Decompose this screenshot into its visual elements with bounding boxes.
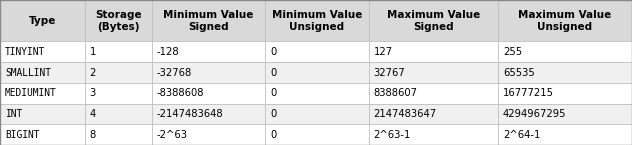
Text: INT: INT [5,109,22,119]
Text: Storage
(Bytes): Storage (Bytes) [95,10,142,31]
Text: 8: 8 [90,130,96,140]
Bar [152,83,265,104]
Bar [265,104,368,124]
Bar [152,0,265,41]
Bar [85,62,152,83]
Text: -128: -128 [157,47,179,57]
Text: 255: 255 [503,47,522,57]
Bar [368,83,498,104]
Bar [152,62,265,83]
Bar [265,41,368,62]
Text: 3: 3 [90,88,96,98]
Text: -2^63: -2^63 [157,130,188,140]
Bar [0,0,85,41]
Bar [0,41,85,62]
Text: 0: 0 [270,68,277,77]
Bar [368,41,498,62]
Bar [85,0,152,41]
Bar [498,0,632,41]
Text: 0: 0 [270,47,277,57]
Text: TINYINT: TINYINT [5,47,46,57]
Bar [85,41,152,62]
Text: 0: 0 [270,88,277,98]
Text: -32768: -32768 [157,68,192,77]
Text: Minimum Value
Signed: Minimum Value Signed [164,10,254,31]
Text: 2^64-1: 2^64-1 [503,130,540,140]
Text: 4: 4 [90,109,96,119]
Bar [265,83,368,104]
Text: Minimum Value
Unsigned: Minimum Value Unsigned [272,10,362,31]
Bar [152,124,265,145]
Text: 16777215: 16777215 [503,88,554,98]
Text: 0: 0 [270,130,277,140]
Bar [498,41,632,62]
Bar [265,0,368,41]
Text: 2: 2 [90,68,96,77]
Bar [152,41,265,62]
Bar [498,62,632,83]
Text: MEDIUMINT: MEDIUMINT [5,88,57,98]
Bar [368,0,498,41]
Text: 127: 127 [374,47,393,57]
Bar [265,62,368,83]
Text: -2147483648: -2147483648 [157,109,224,119]
Bar [85,124,152,145]
Text: 1: 1 [90,47,96,57]
Text: SMALLINT: SMALLINT [5,68,51,77]
Bar [368,62,498,83]
Bar [368,104,498,124]
Bar [0,62,85,83]
Text: 4294967295: 4294967295 [503,109,566,119]
Bar [498,83,632,104]
Text: 8388607: 8388607 [374,88,418,98]
Bar [265,124,368,145]
Text: 2147483647: 2147483647 [374,109,437,119]
Text: Maximum Value
Unsigned: Maximum Value Unsigned [518,10,612,31]
Text: Maximum Value
Signed: Maximum Value Signed [387,10,480,31]
Bar [498,104,632,124]
Text: 32767: 32767 [374,68,406,77]
Text: BIGINT: BIGINT [5,130,40,140]
Bar [152,104,265,124]
Bar [498,124,632,145]
Text: 0: 0 [270,109,277,119]
Bar [0,104,85,124]
Bar [368,124,498,145]
Bar [85,83,152,104]
Bar [85,104,152,124]
Text: 65535: 65535 [503,68,535,77]
Bar [0,83,85,104]
Bar [0,124,85,145]
Text: 2^63-1: 2^63-1 [374,130,411,140]
Text: Type: Type [28,16,56,26]
Text: -8388608: -8388608 [157,88,204,98]
